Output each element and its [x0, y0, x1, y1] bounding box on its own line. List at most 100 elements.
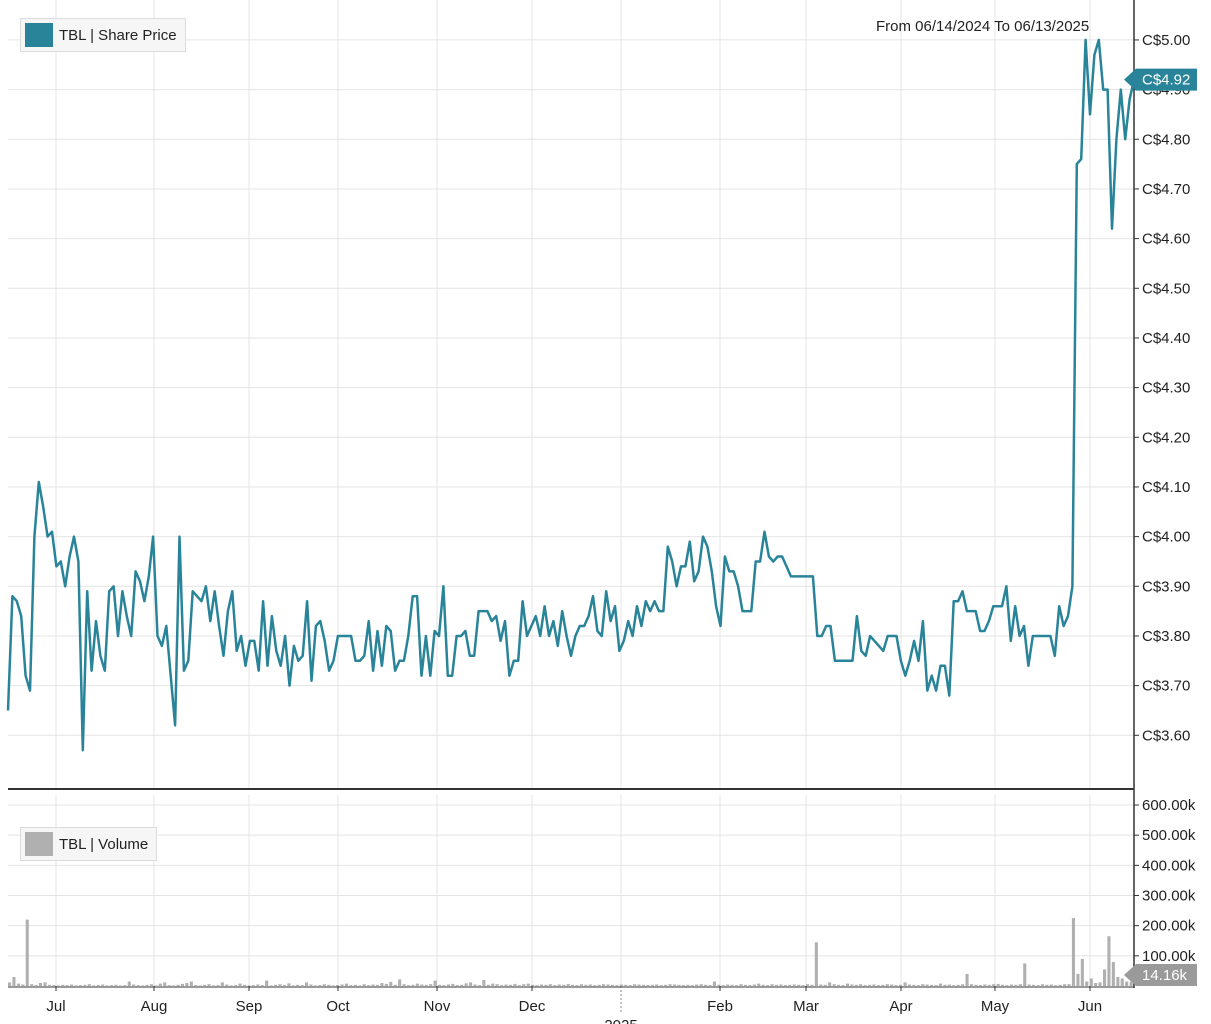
volume-bar [1009, 984, 1013, 986]
volume-bar [61, 984, 65, 986]
volume-bar [30, 984, 34, 986]
volume-bar [624, 984, 628, 986]
volume-bar [39, 983, 43, 986]
volume-bar [473, 984, 477, 986]
volume-bar [482, 980, 486, 986]
volume-bar [1103, 969, 1107, 986]
volume-bar [118, 985, 122, 986]
volume-bar [801, 985, 805, 986]
volume-bar [819, 984, 823, 986]
x-tick-label: Aug [141, 998, 168, 1015]
volume-bar [371, 984, 375, 986]
volume-bar [194, 985, 198, 986]
volume-bar [34, 985, 38, 986]
volume-bar [96, 985, 100, 986]
volume-bar [553, 985, 557, 986]
volume-bar [881, 984, 885, 986]
x-tick-label: Jun [1078, 998, 1102, 1015]
price-y-tick-label: C$3.60 [1142, 727, 1190, 744]
volume-bar [136, 985, 140, 986]
volume-bar [220, 982, 224, 986]
volume-bar [1076, 973, 1080, 986]
volume-bar [305, 982, 309, 986]
volume-bar [868, 984, 872, 986]
volume-bar [930, 984, 934, 986]
volume-bar [16, 983, 20, 986]
volume-bar [748, 985, 752, 986]
volume-bar [721, 985, 725, 986]
volume-bar [774, 984, 778, 986]
volume-bar [806, 984, 810, 986]
volume-bar [52, 985, 56, 986]
price-last-value-badge-label: C$4.92 [1142, 72, 1190, 89]
volume-bar [455, 985, 459, 986]
volume-bar [358, 985, 362, 986]
volume-bar [894, 985, 898, 986]
volume-bar [1027, 984, 1031, 986]
volume-bar [1125, 981, 1129, 986]
volume-bar [216, 985, 220, 986]
volume-bar [797, 984, 801, 986]
volume-bar [451, 983, 455, 986]
volume-bar [65, 985, 69, 986]
volume-bar [353, 984, 357, 986]
volume-bar [56, 985, 60, 986]
volume-bar [899, 984, 903, 986]
volume-bar [1018, 984, 1022, 986]
volume-bar [256, 984, 260, 986]
volume-bar [1023, 963, 1027, 986]
volume-bar [947, 984, 951, 986]
volume-bar [584, 984, 588, 986]
volume-bar [43, 982, 47, 986]
volume-bar [681, 985, 685, 986]
x-tick-label: Oct [326, 998, 350, 1015]
volume-bar [1063, 984, 1067, 986]
volume-bar [167, 985, 171, 986]
x-tick-label: Mar [793, 998, 819, 1015]
volume-bar [132, 984, 136, 986]
volume-bar [149, 984, 153, 986]
volume-bar [872, 984, 876, 986]
volume-bar [411, 984, 415, 986]
volume-bar [238, 983, 242, 986]
volume-bar [163, 982, 167, 986]
volume-bar [548, 984, 552, 986]
volume-bar [402, 984, 406, 986]
volume-bar [12, 977, 16, 986]
x-tick-label-year: 2025 [604, 1017, 637, 1024]
volume-bar [571, 984, 575, 986]
volume-bar [602, 984, 606, 986]
price-y-tick-label: C$4.30 [1142, 380, 1190, 397]
x-tick-label: Sep [236, 998, 263, 1015]
volume-bar [380, 983, 384, 986]
volume-bar [265, 980, 269, 986]
volume-bar [438, 984, 442, 986]
volume-bar [74, 985, 78, 986]
volume-bar [712, 981, 716, 986]
volume-bar [1005, 985, 1009, 986]
volume-bar [114, 984, 118, 986]
volume-bar [176, 984, 180, 986]
volume-bar [211, 985, 215, 986]
volume-bar [770, 984, 774, 986]
volume-bar [739, 984, 743, 986]
volume-bar [708, 985, 712, 986]
volume-bar [393, 984, 397, 986]
volume-bar [699, 984, 703, 986]
volume-bar [70, 984, 74, 986]
volume-bar [92, 985, 96, 986]
volume-bar [655, 984, 659, 986]
volume-bar [291, 985, 295, 986]
volume-bar [154, 985, 158, 986]
volume-bar [606, 984, 610, 986]
volume-y-tick-label: 200.00k [1142, 918, 1196, 935]
volume-bar [1080, 958, 1084, 986]
volume-bar [863, 985, 867, 986]
volume-bar [650, 984, 654, 986]
volume-bar [207, 984, 211, 986]
volume-bar [313, 985, 317, 986]
volume-bar [588, 984, 592, 986]
volume-bar [859, 984, 863, 986]
volume-bar [362, 984, 366, 986]
volume-bar [544, 984, 548, 986]
